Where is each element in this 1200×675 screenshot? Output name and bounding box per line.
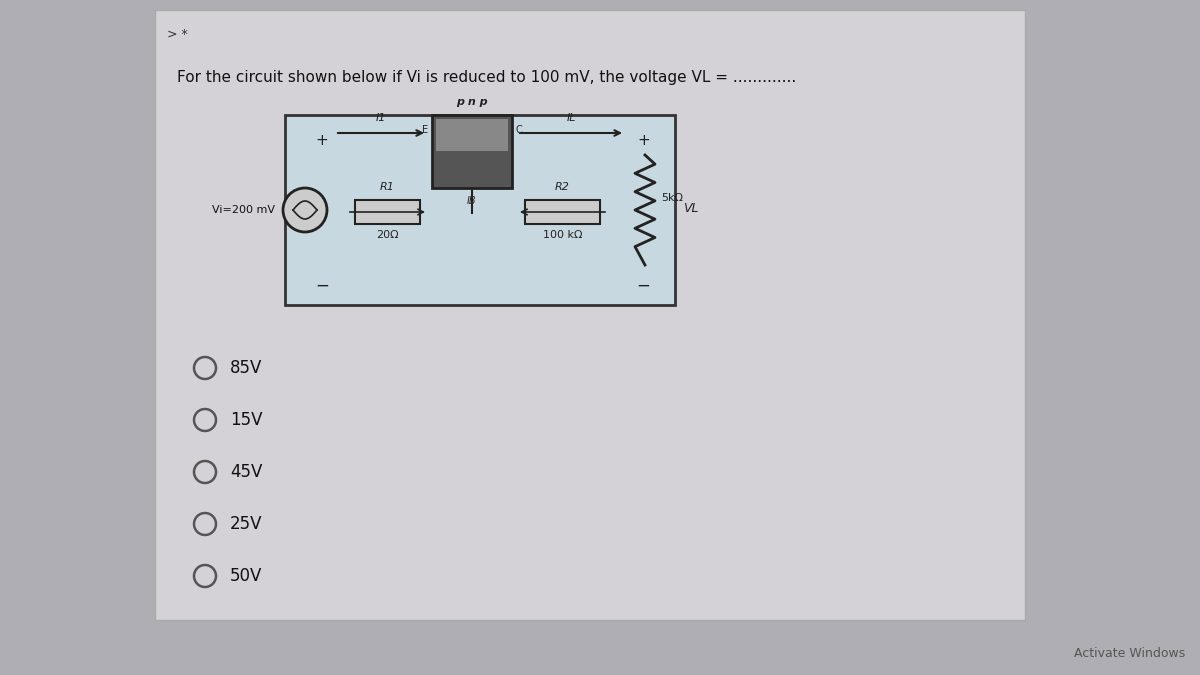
Text: Vi=200 mV: Vi=200 mV (212, 205, 275, 215)
Text: 50V: 50V (230, 567, 263, 585)
Text: IL: IL (566, 113, 576, 123)
Text: 85V: 85V (230, 359, 263, 377)
Text: 45V: 45V (230, 463, 263, 481)
Text: R2: R2 (556, 182, 570, 192)
Text: −: − (636, 277, 650, 295)
Text: 25V: 25V (230, 515, 263, 533)
Text: p n p: p n p (456, 97, 488, 107)
Text: −: − (314, 277, 329, 295)
Text: 5kΩ: 5kΩ (661, 193, 683, 203)
Bar (286, 115, 674, 305)
Text: +: + (314, 133, 328, 148)
Bar (355, 200, 420, 224)
Circle shape (283, 188, 326, 232)
Text: C: C (516, 125, 523, 135)
Text: VL: VL (683, 202, 698, 215)
Text: 15V: 15V (230, 411, 263, 429)
Bar (526, 200, 600, 224)
Text: For the circuit shown below if Vi is reduced to 100 mV, the voltage VL = .......: For the circuit shown below if Vi is red… (178, 70, 797, 85)
Bar (436, 119, 508, 151)
Text: +: + (637, 133, 650, 148)
Text: R1: R1 (380, 182, 395, 192)
Bar (432, 115, 512, 188)
Text: Activate Windows: Activate Windows (1074, 647, 1186, 660)
Text: IB: IB (467, 196, 476, 206)
Text: 20Ω: 20Ω (376, 230, 398, 240)
Bar (155, 10, 1025, 620)
Text: E: E (422, 125, 428, 135)
Text: 100 kΩ: 100 kΩ (542, 230, 582, 240)
Text: > *: > * (167, 28, 187, 41)
Text: I1: I1 (376, 113, 386, 123)
